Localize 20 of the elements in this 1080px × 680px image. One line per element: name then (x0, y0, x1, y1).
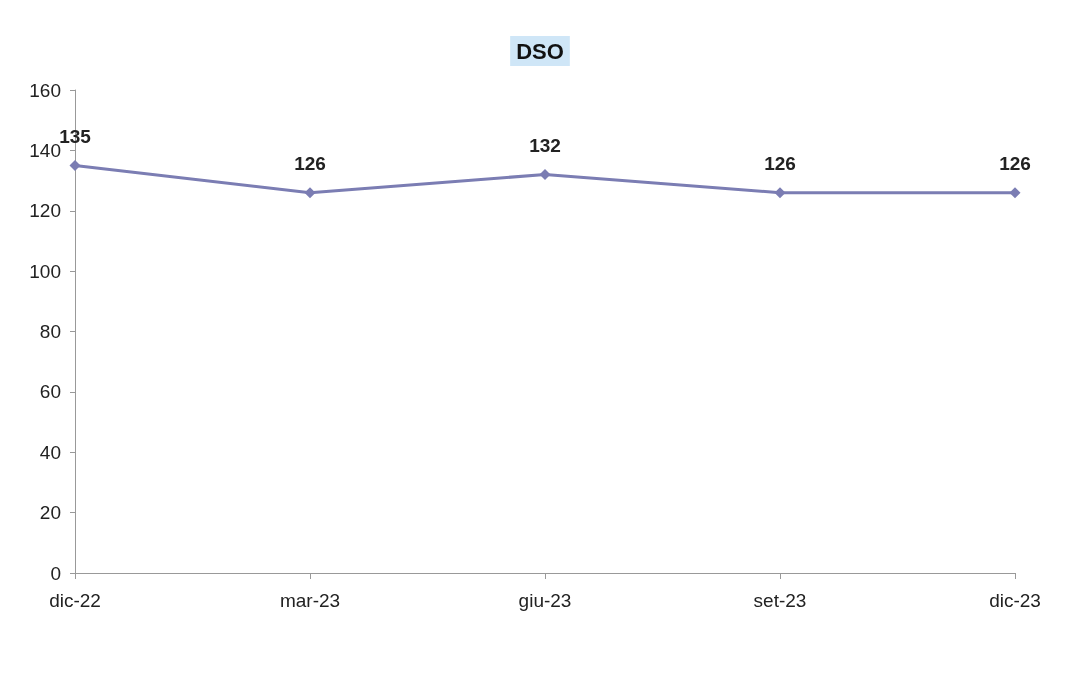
data-label: 132 (529, 135, 561, 157)
y-tick-label: 120 (29, 200, 61, 222)
y-tick-label: 160 (29, 79, 61, 101)
x-tick-label: giu-23 (518, 590, 572, 611)
x-tick-label: dic-23 (989, 590, 1041, 611)
y-tick-label: 100 (29, 260, 61, 282)
x-tick-label: set-23 (753, 590, 807, 611)
y-tick-label: 20 (39, 502, 61, 524)
y-tick-label: 140 (29, 139, 61, 161)
y-tick-label: 0 (50, 562, 61, 584)
data-label: 126 (999, 153, 1031, 175)
y-tick-label: 60 (39, 381, 61, 403)
data-label: 135 (59, 125, 92, 147)
data-label: 126 (294, 153, 326, 175)
chart-title: DSO (516, 38, 564, 64)
x-tick-label: dic-22 (49, 590, 101, 611)
y-tick-label: 80 (39, 321, 61, 342)
y-tick-label: 40 (39, 441, 61, 463)
data-label: 126 (764, 153, 796, 175)
x-tick-label: mar-23 (279, 590, 341, 611)
